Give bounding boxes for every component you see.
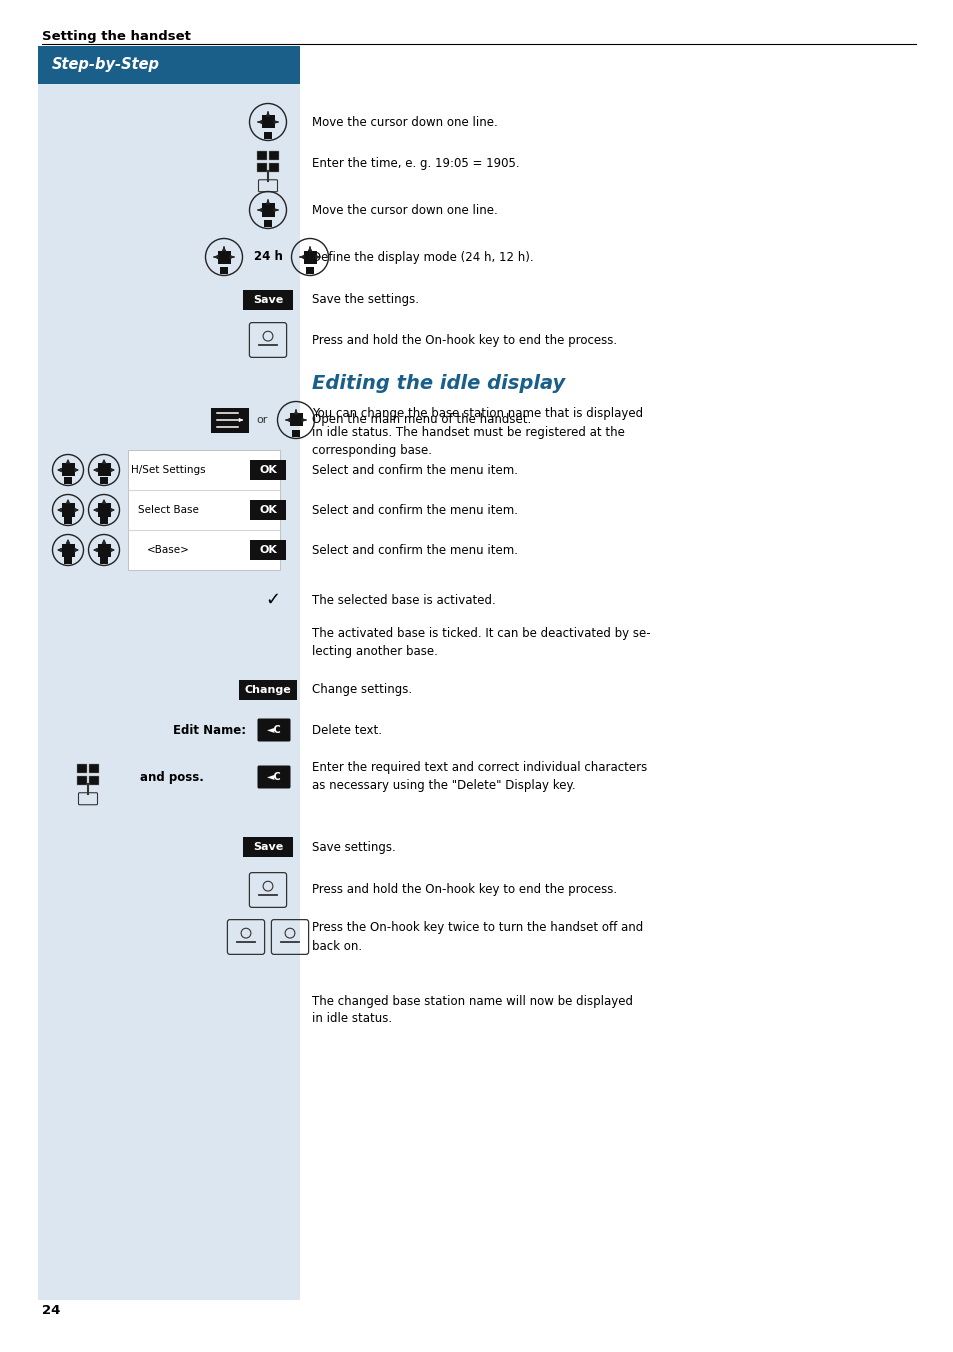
Text: Save: Save xyxy=(253,842,283,852)
Text: You can change the base station name that is displayed
in idle status. The hands: You can change the base station name tha… xyxy=(312,407,642,457)
FancyBboxPatch shape xyxy=(100,477,108,484)
Text: Open the main menu of the handset.: Open the main menu of the handset. xyxy=(312,414,531,426)
Text: Edit Name:: Edit Name: xyxy=(172,723,246,737)
FancyBboxPatch shape xyxy=(128,450,280,571)
FancyBboxPatch shape xyxy=(243,837,293,857)
FancyBboxPatch shape xyxy=(64,557,71,564)
Text: ✓: ✓ xyxy=(265,591,280,608)
Text: Save the settings.: Save the settings. xyxy=(312,293,418,307)
FancyBboxPatch shape xyxy=(261,204,274,216)
Text: OK: OK xyxy=(259,545,276,556)
FancyBboxPatch shape xyxy=(90,764,99,773)
FancyBboxPatch shape xyxy=(292,430,299,437)
Text: Press and hold the On-hook key to end the process.: Press and hold the On-hook key to end th… xyxy=(312,883,617,896)
Text: Press the On-hook key twice to turn the handset off and
back on.: Press the On-hook key twice to turn the … xyxy=(312,922,642,953)
Text: 24: 24 xyxy=(42,1303,60,1317)
Text: Move the cursor down one line.: Move the cursor down one line. xyxy=(312,204,497,216)
FancyBboxPatch shape xyxy=(64,477,71,484)
Text: Define the display mode (24 h, 12 h).: Define the display mode (24 h, 12 h). xyxy=(312,250,533,264)
Text: Change settings.: Change settings. xyxy=(312,684,412,696)
Text: Press and hold the On-hook key to end the process.: Press and hold the On-hook key to end th… xyxy=(312,334,617,346)
FancyBboxPatch shape xyxy=(257,765,291,788)
Text: OK: OK xyxy=(259,506,276,515)
FancyBboxPatch shape xyxy=(100,557,108,564)
FancyBboxPatch shape xyxy=(269,162,278,172)
FancyBboxPatch shape xyxy=(97,544,111,557)
FancyBboxPatch shape xyxy=(61,544,74,557)
FancyBboxPatch shape xyxy=(243,289,293,310)
FancyBboxPatch shape xyxy=(306,268,314,274)
Text: ◄C: ◄C xyxy=(266,772,281,781)
Text: Change: Change xyxy=(244,685,291,695)
Text: Delete text.: Delete text. xyxy=(312,723,381,737)
FancyBboxPatch shape xyxy=(97,464,111,476)
Text: or: or xyxy=(256,415,268,425)
FancyBboxPatch shape xyxy=(77,764,87,773)
FancyBboxPatch shape xyxy=(264,132,272,139)
Text: Select and confirm the menu item.: Select and confirm the menu item. xyxy=(312,503,517,516)
Text: H/Set Settings: H/Set Settings xyxy=(131,465,205,475)
Text: Select Base: Select Base xyxy=(137,506,198,515)
FancyBboxPatch shape xyxy=(269,151,278,161)
FancyBboxPatch shape xyxy=(289,414,302,426)
FancyBboxPatch shape xyxy=(239,680,296,700)
Text: <Base>: <Base> xyxy=(147,545,190,556)
Text: Save: Save xyxy=(253,295,283,306)
FancyBboxPatch shape xyxy=(250,539,286,560)
Text: The selected base is activated.: The selected base is activated. xyxy=(312,594,496,607)
Text: Enter the required text and correct individual characters
as necessary using the: Enter the required text and correct indi… xyxy=(312,761,646,792)
FancyBboxPatch shape xyxy=(250,460,286,480)
FancyBboxPatch shape xyxy=(38,64,299,1301)
FancyBboxPatch shape xyxy=(77,776,87,786)
FancyBboxPatch shape xyxy=(250,500,286,521)
Text: Editing the idle display: Editing the idle display xyxy=(312,375,565,393)
FancyBboxPatch shape xyxy=(211,407,249,433)
Text: Setting the handset: Setting the handset xyxy=(42,30,191,43)
FancyBboxPatch shape xyxy=(257,151,267,161)
Text: Select and confirm the menu item.: Select and confirm the menu item. xyxy=(312,544,517,557)
FancyBboxPatch shape xyxy=(61,464,74,476)
FancyBboxPatch shape xyxy=(61,503,74,516)
Text: and poss.: and poss. xyxy=(140,771,204,784)
FancyBboxPatch shape xyxy=(38,46,299,84)
FancyBboxPatch shape xyxy=(217,250,231,264)
Text: The changed base station name will now be displayed
in idle status.: The changed base station name will now b… xyxy=(312,995,633,1026)
FancyBboxPatch shape xyxy=(64,518,71,525)
FancyBboxPatch shape xyxy=(100,518,108,525)
FancyBboxPatch shape xyxy=(261,115,274,128)
Text: Select and confirm the menu item.: Select and confirm the menu item. xyxy=(312,464,517,476)
FancyBboxPatch shape xyxy=(90,776,99,786)
FancyBboxPatch shape xyxy=(257,162,267,172)
Text: Move the cursor down one line.: Move the cursor down one line. xyxy=(312,115,497,128)
Text: OK: OK xyxy=(259,465,276,475)
Text: Save settings.: Save settings. xyxy=(312,841,395,853)
FancyBboxPatch shape xyxy=(257,718,291,741)
FancyBboxPatch shape xyxy=(303,250,316,264)
Text: Enter the time, e. g. 19:05 = 1905.: Enter the time, e. g. 19:05 = 1905. xyxy=(312,157,519,170)
Text: Step-by-Step: Step-by-Step xyxy=(52,58,160,73)
Text: ◄C: ◄C xyxy=(266,725,281,735)
Text: The activated base is ticked. It can be deactivated by se-
lecting another base.: The activated base is ticked. It can be … xyxy=(312,626,650,657)
FancyBboxPatch shape xyxy=(264,220,272,227)
FancyBboxPatch shape xyxy=(97,503,111,516)
Text: 24 h: 24 h xyxy=(253,250,282,264)
FancyBboxPatch shape xyxy=(220,268,228,274)
